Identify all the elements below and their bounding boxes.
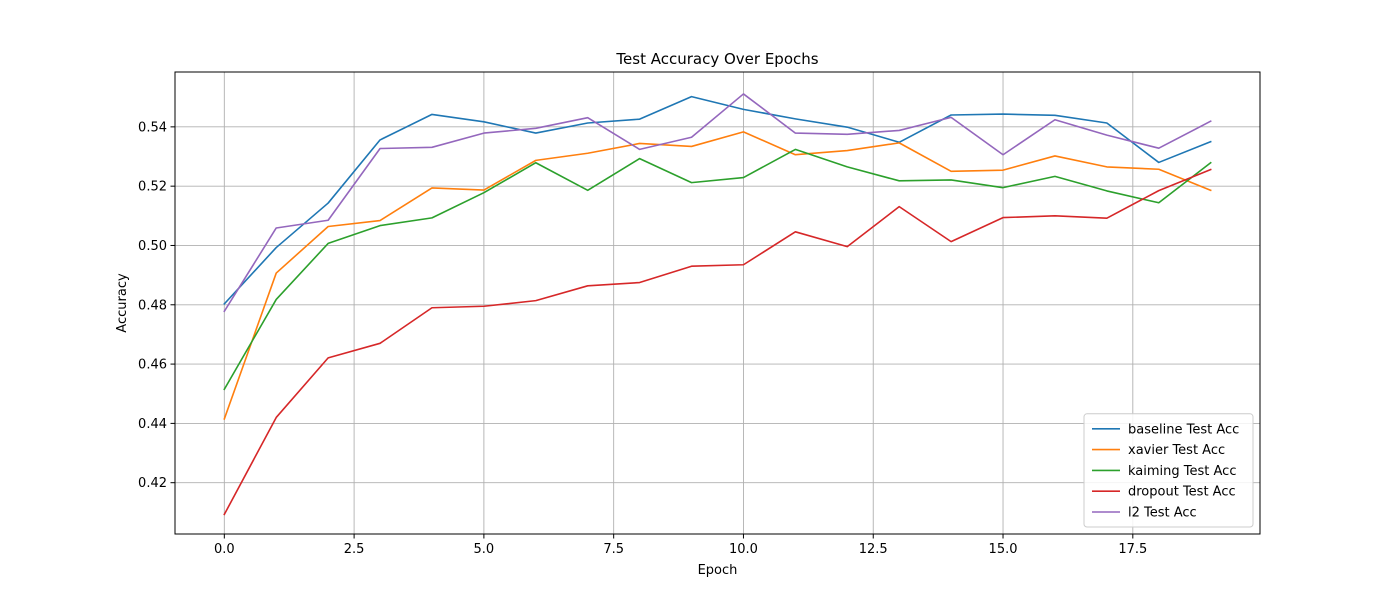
x-tick-label: 15.0 xyxy=(989,542,1018,557)
plot-frame xyxy=(174,71,1261,535)
series-line-dropout xyxy=(223,168,1212,516)
x-tick-label: 10.0 xyxy=(729,542,758,557)
y-tick-label: 0.54 xyxy=(138,120,167,135)
x-tick-label: 17.5 xyxy=(1118,542,1147,557)
y-tick-label: 0.42 xyxy=(138,476,167,491)
y-tick-label: 0.46 xyxy=(138,358,167,373)
legend-box xyxy=(1083,413,1254,528)
y-tick-label: 0.52 xyxy=(138,180,167,195)
series-line-l2 xyxy=(223,93,1212,313)
series-line-baseline xyxy=(223,95,1212,306)
legend-label: l2 Test Acc xyxy=(1128,506,1197,521)
legend: baseline Test Acc xavier Test Acc kaiming … xyxy=(1083,413,1254,528)
legend-label: xavier Test Acc xyxy=(1128,443,1225,458)
x-tick-label: 0.0 xyxy=(214,542,235,557)
x-tick-label: 12.5 xyxy=(859,542,888,557)
legend-label: baseline Test Acc xyxy=(1128,422,1239,437)
series-line-kaiming xyxy=(223,148,1212,391)
series-lines xyxy=(223,93,1212,516)
x-axis-ticks: 0.0 2.5 5.0 7.5 10.0 12.5 15.0 17.5 xyxy=(214,534,1147,557)
x-tick-label: 5.0 xyxy=(474,542,495,557)
x-axis-label: Epoch xyxy=(698,563,738,578)
y-tick-label: 0.44 xyxy=(138,417,167,432)
x-tick-label: 2.5 xyxy=(344,542,365,557)
y-tick-label: 0.50 xyxy=(138,239,167,254)
grid xyxy=(175,72,1260,534)
y-tick-label: 0.48 xyxy=(138,298,167,313)
x-tick-label: 7.5 xyxy=(603,542,624,557)
legend-label: dropout Test Acc xyxy=(1128,485,1236,500)
y-axis-label: Accuracy xyxy=(115,273,130,333)
legend-label: kaiming Test Acc xyxy=(1128,464,1236,479)
y-axis-ticks: 0.42 0.44 0.46 0.48 0.50 0.52 0.54 xyxy=(138,120,175,491)
chart-title: Test Accuracy Over Epochs xyxy=(615,50,818,68)
series-line-xavier xyxy=(223,131,1212,420)
